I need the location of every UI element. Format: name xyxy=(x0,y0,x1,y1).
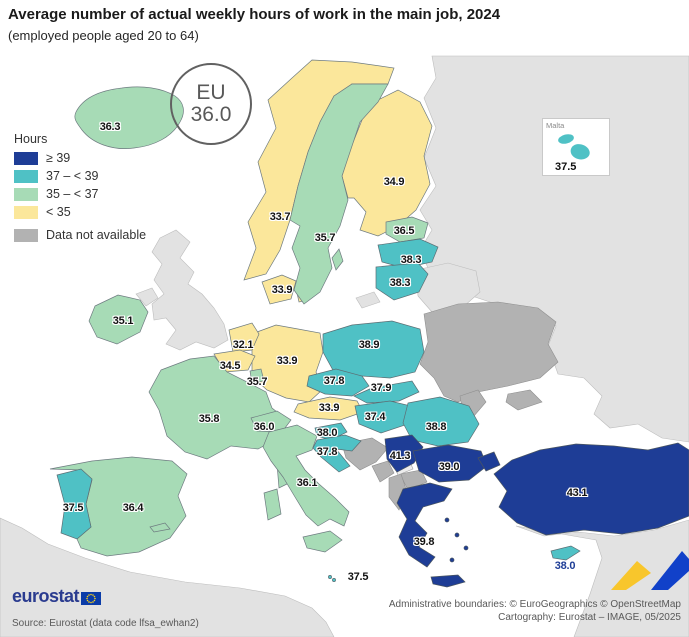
eu-badge-value: 36.0 xyxy=(190,103,232,126)
country-luxembourg xyxy=(249,368,265,384)
eu-average-badge: EU 36.0 xyxy=(170,63,252,145)
legend-swatch xyxy=(14,151,38,165)
country-portugal xyxy=(56,468,93,540)
ribbon-yellow xyxy=(611,561,651,590)
country-balearics xyxy=(149,522,171,533)
eu-badge-label: EU xyxy=(196,80,226,104)
country-lithuania xyxy=(375,262,429,301)
country-slovakia xyxy=(353,380,420,404)
region-russia xyxy=(419,55,689,443)
legend-title: Hours xyxy=(14,132,48,146)
legend-item: < 35 xyxy=(14,205,146,219)
legend-item: 37 – < 39 xyxy=(14,169,146,183)
country-czechia xyxy=(306,368,370,397)
country-croatia xyxy=(312,434,362,473)
legend-swatch xyxy=(14,187,38,201)
legend-swatch xyxy=(14,228,38,242)
country-austria xyxy=(293,396,364,421)
country-malta-dot1 xyxy=(328,575,332,579)
region-north-macedonia xyxy=(399,469,428,491)
eurostat-logo-text: eurostat xyxy=(12,586,80,606)
region-great-britain xyxy=(151,229,229,351)
country-bulgaria xyxy=(412,444,488,483)
country-ireland xyxy=(88,294,149,345)
legend-item-label: 35 – < 37 xyxy=(46,187,99,201)
country-crete xyxy=(430,574,466,588)
country-estonia xyxy=(385,216,429,243)
malta-island-icon xyxy=(558,134,590,160)
country-romania xyxy=(402,396,480,447)
legend-item-label: ≥ 39 xyxy=(46,151,71,165)
country-malta-dot2 xyxy=(332,578,336,582)
legend-item: 35 – < 37 xyxy=(14,187,146,201)
country-turkish-thrace xyxy=(477,451,501,472)
legend-item-label: 37 – < 39 xyxy=(46,169,99,183)
map-credits: Administrative boundaries: © EuroGeograp… xyxy=(389,598,681,624)
malta-inset: Malta 37.5 xyxy=(542,118,610,176)
country-turkey xyxy=(493,442,689,536)
country-cyprus xyxy=(550,545,581,561)
country-sweden xyxy=(289,83,389,305)
legend-swatch xyxy=(14,205,38,219)
ribbon-blue xyxy=(651,551,689,590)
eurostat-logo: eurostat xyxy=(12,586,102,607)
greek-island-dot4 xyxy=(449,557,455,563)
source-note: Source: Eurostat (data code lfsa_ewhan2) xyxy=(12,618,199,629)
country-netherlands xyxy=(228,322,260,353)
region-belarus xyxy=(415,262,481,313)
credit-cartography: Cartography: Eurostat – IMAGE, 05/2025 xyxy=(498,612,681,623)
region-crimea xyxy=(505,389,543,411)
greek-island-dot1 xyxy=(444,517,450,523)
greek-island-dot3 xyxy=(463,545,469,551)
legend-item-label: < 35 xyxy=(46,205,71,219)
country-switzerland xyxy=(250,410,292,433)
page-subtitle: (employed people aged 20 to 64) xyxy=(8,28,199,43)
malta-inset-value: 37.5 xyxy=(555,161,577,173)
region-ukraine xyxy=(419,301,559,403)
country-poland xyxy=(322,320,425,379)
credit-boundaries: Administrative boundaries: © EuroGeograp… xyxy=(388,599,681,610)
country-greece xyxy=(396,482,453,568)
map-legend: Hours ≥ 39 37 – < 39 35 – < 37 < 35 Data not… xyxy=(14,132,146,246)
legend-item-label: Data not available xyxy=(46,228,147,242)
country-serbia xyxy=(384,434,424,473)
country-latvia xyxy=(377,238,439,269)
country-denmark xyxy=(261,274,297,305)
region-middle-east xyxy=(515,519,689,637)
page-title: Average number of actual weekly hours of… xyxy=(8,6,501,23)
country-sardinia xyxy=(263,488,282,521)
greek-island-dot2 xyxy=(454,532,460,538)
region-northern-ireland xyxy=(135,287,159,307)
region-north-africa xyxy=(0,517,335,637)
legend-item: ≥ 39 xyxy=(14,151,146,165)
country-gotland xyxy=(331,248,344,271)
country-sicily xyxy=(302,530,343,553)
malta-inset-title: Malta xyxy=(546,121,565,130)
eu-flag-icon xyxy=(81,591,102,605)
legend-item: Data not available xyxy=(14,228,146,242)
region-montenegro xyxy=(371,460,395,483)
legend-swatch xyxy=(14,169,38,183)
region-kaliningrad xyxy=(355,291,381,309)
